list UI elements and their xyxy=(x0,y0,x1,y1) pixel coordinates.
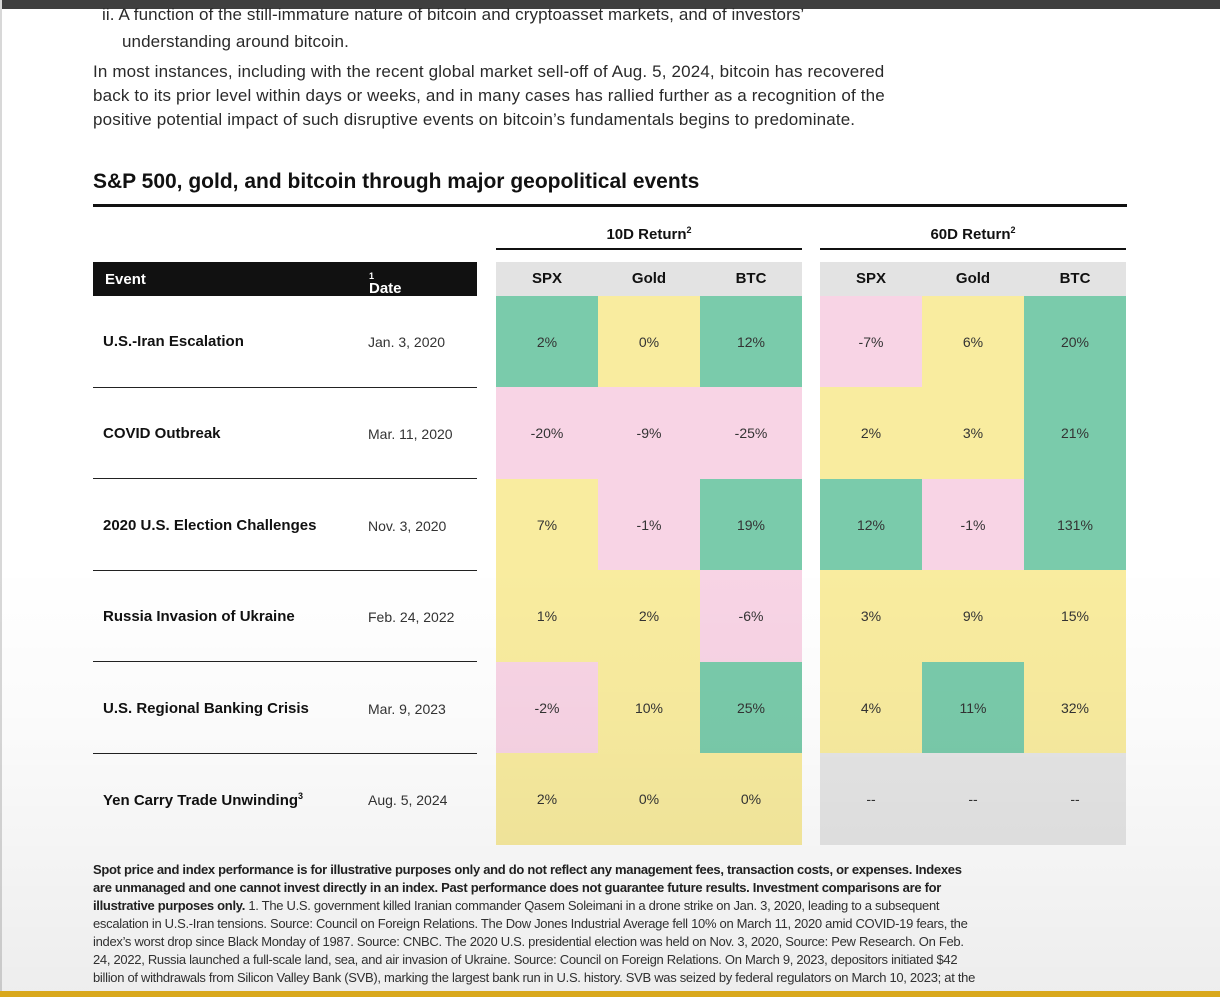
table-title: S&P 500, gold, and bitcoin through major… xyxy=(93,170,700,193)
event-name-row-4: Russia Invasion of Ukraine xyxy=(103,608,295,625)
return-cell-10d-gold: 0% xyxy=(598,296,700,388)
return-cell-10d-btc: 25% xyxy=(700,662,802,754)
return-cell-10d-spx: 2% xyxy=(496,753,598,845)
paragraph-line-1: In most instances, including with the re… xyxy=(93,62,885,81)
row-divider xyxy=(93,387,477,388)
footnote-line-7: billion of withdrawals from Silicon Vall… xyxy=(93,970,976,985)
event-date-row-3: Nov. 3, 2020 xyxy=(368,518,447,534)
footnote-line-4: escalation in U.S.-Iran tensions. Source… xyxy=(93,916,968,931)
return-cell-60d-spx: 3% xyxy=(820,570,922,662)
return-cell-60d-spx: -7% xyxy=(820,296,922,388)
event-date-header: Event Date 1 xyxy=(93,262,477,297)
group-header-60d-sup: 2 xyxy=(1010,225,1016,235)
return-cell-60d-gold: 11% xyxy=(922,662,1024,754)
event-name-text: COVID Outbreak xyxy=(103,425,221,442)
row-divider xyxy=(93,570,477,571)
return-cell-60d-btc: 131% xyxy=(1024,479,1126,571)
group-rule-10d xyxy=(496,248,802,250)
return-cell-10d-spx: -2% xyxy=(496,662,598,754)
return-cell-10d-gold: 2% xyxy=(598,570,700,662)
top-bar xyxy=(0,0,1220,9)
return-cell-60d-spx: 4% xyxy=(820,662,922,754)
return-cell-10d-btc: 12% xyxy=(700,296,802,388)
col-header-60d-btc: BTC xyxy=(1024,262,1126,296)
list-item-text-line-2: understanding around bitcoin. xyxy=(122,32,349,51)
event-name-row-5: U.S. Regional Banking Crisis xyxy=(103,700,309,717)
return-cell-10d-btc: 0% xyxy=(700,753,802,845)
event-name-row-3: 2020 U.S. Election Challenges xyxy=(103,517,316,534)
footnote-line-3-rest: 1. The U.S. government killed Iranian co… xyxy=(245,898,940,913)
event-name-row-6: Yen Carry Trade Unwinding3 xyxy=(103,791,303,809)
event-date-row-5: Mar. 9, 2023 xyxy=(368,701,446,717)
header-event: Event xyxy=(105,271,146,288)
title-rule xyxy=(93,204,1127,207)
return-cell-10d-spx: -20% xyxy=(496,387,598,479)
row-divider xyxy=(93,753,477,754)
event-date-row-6: Aug. 5, 2024 xyxy=(368,792,448,808)
group-rule-60d xyxy=(820,248,1126,250)
return-cell-10d-btc: 19% xyxy=(700,479,802,571)
return-cell-10d-gold: -1% xyxy=(598,479,700,571)
return-cell-60d-btc: 32% xyxy=(1024,662,1126,754)
return-cell-10d-gold: 10% xyxy=(598,662,700,754)
col-header-10d-btc: BTC xyxy=(700,262,802,296)
return-cell-60d-spx: 12% xyxy=(820,479,922,571)
event-date-row-4: Feb. 24, 2022 xyxy=(368,609,455,625)
return-cell-10d-gold: 0% xyxy=(598,753,700,845)
header-date: Date 1 xyxy=(369,271,402,297)
return-cell-10d-spx: 2% xyxy=(496,296,598,388)
event-name-row-2: COVID Outbreak xyxy=(103,425,221,442)
return-cell-10d-btc: -6% xyxy=(700,570,802,662)
event-name-text: Russia Invasion of Ukraine xyxy=(103,608,295,625)
return-cell-60d-btc: 21% xyxy=(1024,387,1126,479)
event-name-text: 2020 U.S. Election Challenges xyxy=(103,517,317,534)
return-cell-10d-gold: -9% xyxy=(598,387,700,479)
footnote-line-6: 24, 2022, Russia launched a full-scale l… xyxy=(93,952,958,967)
return-cell-10d-spx: 7% xyxy=(496,479,598,571)
col-header-60d-gold: Gold xyxy=(922,262,1024,296)
col-header-10d-spx: SPX xyxy=(496,262,598,296)
paragraph-line-3: positive potential impact of such disrup… xyxy=(93,110,856,129)
footnote-line-2: are unmanaged and one cannot invest dire… xyxy=(93,880,942,895)
footnote-line-3: illustrative purposes only. 1. The U.S. … xyxy=(93,897,940,915)
row-divider xyxy=(93,661,477,662)
bottom-bar xyxy=(0,991,1220,997)
return-cell-60d-btc: -- xyxy=(1024,753,1126,845)
return-cell-60d-gold: -- xyxy=(922,753,1024,845)
header-date-label: Date xyxy=(369,280,402,297)
event-date-row-2: Mar. 11, 2020 xyxy=(368,426,453,442)
list-item-text-line-1: ii. A function of the still-immature nat… xyxy=(102,5,805,24)
return-cell-60d-btc: 20% xyxy=(1024,296,1126,388)
event-date-row-1: Jan. 3, 2020 xyxy=(368,334,446,350)
page-left-edge xyxy=(0,0,2,997)
col-header-60d-spx: SPX xyxy=(820,262,922,296)
event-name-text: Yen Carry Trade Unwinding xyxy=(103,792,299,809)
footnote-line-1: Spot price and index performance is for … xyxy=(93,862,962,877)
event-name-text: U.S. Regional Banking Crisis xyxy=(103,700,309,717)
group-header-60d-label: 60D Return xyxy=(930,226,1011,243)
paragraph-line-2: back to its prior level within days or w… xyxy=(93,86,885,105)
group-header-10d-sup: 2 xyxy=(686,225,692,235)
footnote-line-5: index’s worst drop since Black Monday of… xyxy=(93,934,964,949)
group-header-10d-label: 10D Return xyxy=(606,226,687,243)
event-name-row-1: U.S.-Iran Escalation xyxy=(103,333,244,350)
return-cell-10d-btc: -25% xyxy=(700,387,802,479)
return-cell-60d-gold: 3% xyxy=(922,387,1024,479)
group-header-60d: 60D Return2 xyxy=(820,225,1126,243)
group-header-10d: 10D Return2 xyxy=(496,225,802,243)
header-date-sup: 1 xyxy=(369,271,375,281)
return-cell-60d-gold: 9% xyxy=(922,570,1024,662)
return-cell-60d-btc: 15% xyxy=(1024,570,1126,662)
return-cell-10d-spx: 1% xyxy=(496,570,598,662)
return-cell-60d-gold: -1% xyxy=(922,479,1024,571)
col-header-10d-gold: Gold xyxy=(598,262,700,296)
footnote-bold-lead: illustrative purposes only. xyxy=(93,898,246,913)
return-cell-60d-spx: 2% xyxy=(820,387,922,479)
return-cell-60d-spx: -- xyxy=(820,753,922,845)
event-name-sup: 3 xyxy=(298,791,304,801)
return-cell-60d-gold: 6% xyxy=(922,296,1024,388)
event-name-text: U.S.-Iran Escalation xyxy=(103,333,244,350)
row-divider xyxy=(93,478,477,479)
